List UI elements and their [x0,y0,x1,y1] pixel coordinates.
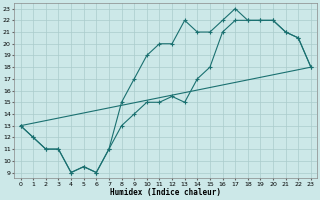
X-axis label: Humidex (Indice chaleur): Humidex (Indice chaleur) [110,188,221,197]
